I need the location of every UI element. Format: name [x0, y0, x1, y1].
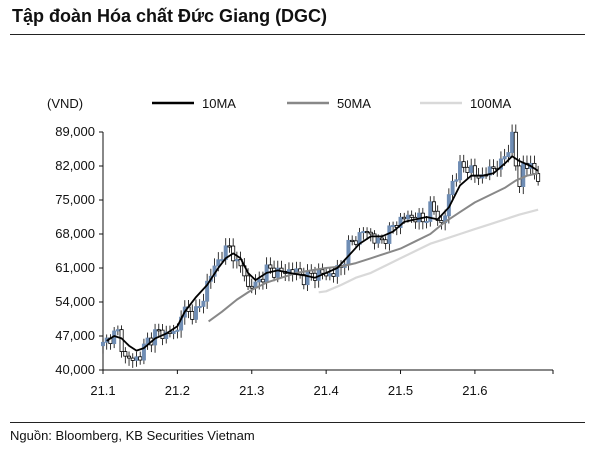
price-bar-body: [424, 221, 429, 224]
price-bar-body: [379, 237, 384, 241]
price-bar-body: [428, 201, 433, 222]
y-tick-label: 47,000: [55, 328, 95, 343]
price-bar-body: [353, 240, 358, 245]
y-tick-label: 61,000: [55, 260, 95, 275]
x-tick-label: 21.1: [90, 383, 115, 398]
price-bar-body: [487, 166, 492, 176]
price-bar-body: [376, 237, 381, 244]
price-bar-body: [346, 239, 351, 265]
price-bar-body: [510, 131, 515, 153]
price-bar-body: [536, 173, 541, 182]
price-bar-body: [201, 300, 206, 307]
price-bar-body: [506, 152, 511, 157]
x-tick-label: 21.5: [388, 383, 413, 398]
price-bar-body: [361, 231, 366, 234]
price-bar-body: [257, 278, 262, 283]
price-bar-body: [491, 166, 496, 169]
price-bar-body: [123, 351, 128, 357]
price-bar-body: [331, 273, 336, 277]
price-bar-body: [391, 225, 396, 228]
price-bar-body: [502, 156, 507, 160]
price-bar-body: [365, 231, 370, 234]
top-rule: [10, 34, 585, 35]
price-bar-body: [398, 216, 403, 229]
price-bar-body: [171, 331, 176, 334]
price-bar-body: [134, 356, 139, 361]
price-bar-body: [387, 225, 392, 244]
price-bar-body: [320, 269, 325, 274]
price-bar-body: [216, 259, 221, 267]
price-bar-body: [521, 162, 526, 187]
price-bar-body: [383, 239, 388, 244]
price-bar-body: [458, 161, 463, 181]
price-bar-body: [465, 166, 470, 173]
price-bar-body: [138, 356, 143, 361]
bottom-rule: [10, 422, 585, 423]
price-bar-body: [175, 329, 180, 332]
price-bar-body: [454, 179, 459, 182]
x-tick-label: 21.4: [313, 383, 338, 398]
price-bar-body: [368, 231, 373, 235]
price-bar-body: [197, 306, 202, 309]
price-bar-body: [249, 285, 254, 289]
y-tick-label: 54,000: [55, 294, 95, 309]
price-bar-body: [275, 267, 280, 278]
price-bar-body: [164, 331, 169, 340]
chart-title: Tập đoàn Hóa chất Đức Giang (DGC): [12, 6, 328, 26]
price-bar-body: [130, 357, 135, 361]
y-tick-label: 82,000: [55, 158, 95, 173]
price-bar-body: [327, 273, 332, 277]
price-bar-body: [350, 239, 355, 242]
price-bar-body: [190, 311, 195, 320]
source-note: Nguồn: Bloomberg, KB Securities Vietnam: [10, 428, 255, 443]
price-bar-body: [431, 201, 436, 212]
price-bar-body: [260, 278, 265, 283]
legend-label-50ma: 50MA: [337, 96, 371, 111]
price-bar-body: [472, 165, 477, 176]
y-tick-label: 40,000: [55, 362, 95, 377]
price-bar-body: [439, 220, 444, 224]
price-bar-body: [227, 245, 232, 248]
x-tick-label: 21.3: [239, 383, 264, 398]
price-bar-body: [246, 275, 251, 287]
price-bar-body: [409, 214, 414, 218]
price-bar-body: [402, 216, 407, 220]
y-tick-label: 89,000: [55, 124, 95, 139]
price-bar-body: [335, 265, 340, 277]
legend-label-100ma: 100MA: [470, 96, 512, 111]
series-line-50ma: [208, 172, 539, 323]
price-bar-body: [234, 259, 239, 262]
price-bar-body: [156, 329, 161, 332]
price-bar-body: [101, 341, 106, 347]
price-bar-body: [141, 343, 146, 361]
price-bar-body: [405, 214, 410, 220]
y-tick-label: 68,000: [55, 226, 95, 241]
price-bar-body: [498, 158, 503, 170]
price-bar-body: [517, 165, 522, 187]
price-bar-body: [193, 306, 198, 320]
price-bar-body: [115, 329, 120, 332]
y-tick-label: 75,000: [55, 192, 95, 207]
x-tick-label: 21.6: [462, 383, 487, 398]
y-unit-label: (VND): [47, 96, 83, 111]
price-bar-body: [513, 131, 518, 167]
price-bar-body: [372, 233, 377, 244]
price-bar-body: [461, 161, 466, 168]
price-bar-body: [435, 210, 440, 221]
legend-label-10ma: 10MA: [202, 96, 236, 111]
price-bar-body: [450, 180, 455, 196]
price-bar-body: [268, 264, 273, 269]
price-bar-body: [272, 267, 277, 278]
price-bar-body: [127, 355, 132, 359]
price-bar-body: [205, 280, 210, 302]
series-line-100ma: [318, 208, 539, 294]
price-bar-body: [469, 165, 474, 173]
series-line-10ma: [106, 155, 539, 352]
price-bar-body: [305, 270, 310, 286]
x-tick-label: 21.2: [165, 383, 190, 398]
